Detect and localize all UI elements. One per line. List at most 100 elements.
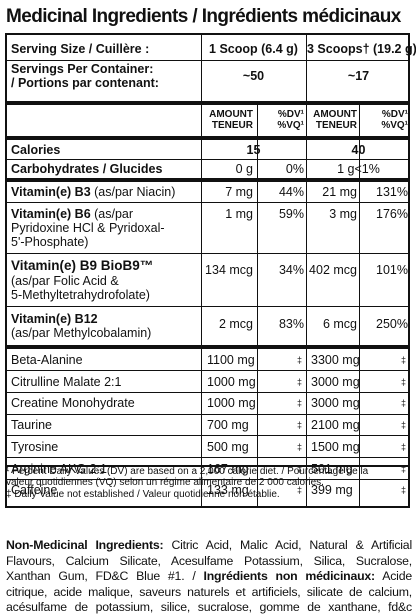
vitamin-source-line: (as/par Methylcobalamin) [11,326,152,340]
vitamin-name: Vitamin(e) B3 [11,185,91,199]
ingredient-amount-2: 3000 mg [311,374,360,389]
vitamin-source-line: (as/par Folic Acid & [11,274,119,288]
footnote-dv-1: ¹ Percent Daily Values (DV) are based on… [6,466,369,477]
vitamin-source-line: 5-Methyltetrahydrofolate) [11,288,150,302]
ingredient-name: Taurine [11,418,52,433]
vitamin-dv-2: 250% [376,317,408,331]
vitamin-amount-2: 3 mg [329,207,357,221]
carbs-label: Carbohydrates / Glucides [11,162,163,176]
ingredient-dv-1: ‡ [296,398,302,409]
row-divider [7,457,408,458]
ingredient-amount-1: 500 mg [207,439,249,454]
amount-header-1b: TENEUR [211,120,253,131]
ingredient-dv-1: ‡ [296,376,302,387]
ingredient-amount-2: 2100 mg [311,418,360,433]
non-medicinal-ingredients: Non-Medicinal Ingredients: Citric Acid, … [6,538,412,616]
ingredient-name: Caffeine [11,483,58,498]
servings-col2: ~17 [347,69,370,83]
ingredient-amount-1: 1000 mg [207,374,256,389]
vitamin-amount-1: 7 mg [225,185,253,199]
vitamin-dv-1: 83% [278,317,304,331]
dv-header-1b: %VQ¹ [277,120,304,131]
ingredient-name: Tyrosine [11,439,59,454]
vitamin-source: (as/par [90,207,134,221]
divider [7,465,408,467]
ingredient-name: Beta-Alanine [11,353,83,367]
divider [7,253,408,254]
divider [7,60,408,61]
ingredient-amount-2: 3000 mg [311,396,360,411]
ingredient-amount-2: 1500 mg [311,439,360,454]
row-divider [7,435,408,437]
servings-col1: ~50 [242,69,265,83]
amount-header-2b: TENEUR [315,120,357,131]
calories-label: Calories [11,143,61,157]
column-divider-1 [201,35,202,508]
vitamin-name: Vitamin(e) B9 BioB9™ [11,258,154,273]
ingredient-dv-1: ‡ [296,441,302,452]
dv-header-1a: %DV¹ [277,109,304,120]
ingredient-dv-2: ‡ [400,355,406,365]
column-divider-2 [306,35,307,508]
vitamin-amount-1: 134 mcg [205,263,253,277]
carbs-dv-1: 0% [285,162,304,176]
row-divider [7,413,408,415]
vitamin-dv-1: 59% [278,207,304,221]
divider [7,306,408,307]
serving-size-col2: 3 Scoops† (19.2 g) [307,42,416,56]
vitamin-dv-2: 131% [376,185,408,199]
ingredient-dv-1: ‡ [296,355,302,365]
servings-label-2: / Portions par contenant: [11,76,159,90]
ingredients-panel: Serving Size / Cuillère : 1 Scoop (6.4 g… [5,33,416,508]
vitamin-name: Vitamin(e) B12 [11,312,98,326]
vitamin-source: (as/par Niacin) [90,185,176,199]
serving-size-label: Serving Size / Cuillère : [11,42,150,56]
carbs-amount-1: 0 g [235,162,253,176]
row-divider [7,478,408,480]
vitamin-amount-2: 402 mcg [309,263,357,277]
amount-header-1a: AMOUNT [209,109,253,120]
vitamin-dv-2: 101% [376,263,408,277]
vitamin-amount-1: 2 mcg [218,317,253,331]
ingredient-dv-1: ‡ [296,463,302,474]
calories-col1: 15 [246,143,261,157]
vitamin-source-line: 5'-Phosphate) [11,235,89,249]
dv-header-2b: %VQ¹ [381,120,408,131]
page-title: Medicinal Ingredients / Ingrédients médi… [6,6,401,27]
row-divider [7,370,408,372]
divider [7,136,408,140]
divider [7,202,408,203]
ingredient-amount-1: 1000 mg [207,396,256,411]
vitamin-dv-2: 176% [376,207,408,221]
divider [7,101,408,105]
nonmed-fr-label: Ingrédients non médicinaux: [203,569,376,583]
vitamin-amount-2: 6 mcg [322,317,357,331]
footnote-dv-not-established: ‡ Daily Value not established / Valeur q… [6,489,280,500]
footnote-dv-2: valeur quotidiennes (VQ) selon un régime… [6,477,324,488]
ingredient-dv-2: ‡ [400,376,406,387]
ingredient-amount-1: 133 mg [207,483,249,498]
ingredient-amount-2: 3300 mg [311,353,360,367]
ingredient-dv-2: ‡ [400,485,406,496]
nonmed-fr-text: Acide citrique, acide malique, saveurs n… [6,569,412,616]
calories-col2: 40 [351,143,366,157]
ingredient-amount-1: 700 mg [207,418,249,433]
ingredient-dv-2: ‡ [400,420,406,431]
carbs-col2: 1 g<1% [337,162,380,176]
ingredient-dv-1: ‡ [296,485,302,496]
ingredient-dv-2: ‡ [400,398,406,409]
servings-label-1: Servings Per Container: [11,62,154,76]
ingredient-name: Creatine Monohydrate [11,396,135,411]
vitamin-dv-1: 34% [278,263,304,277]
ingredient-name: Citrulline Malate 2:1 [11,374,122,389]
serving-size-col1: 1 Scoop (6.4 g) [209,42,298,56]
divider [7,159,408,160]
divider [7,345,408,349]
ingredient-dv-2: ‡ [400,441,406,452]
vitamin-amount-1: 1 mg [225,207,253,221]
row-divider [7,391,408,393]
vitamin-source-line: Pyridoxine HCl & Pyridoxal- [11,221,165,235]
ingredient-dv-2: ‡ [400,463,406,474]
amount-header-2a: AMOUNT [313,109,357,120]
ingredient-dv-1: ‡ [296,420,302,431]
